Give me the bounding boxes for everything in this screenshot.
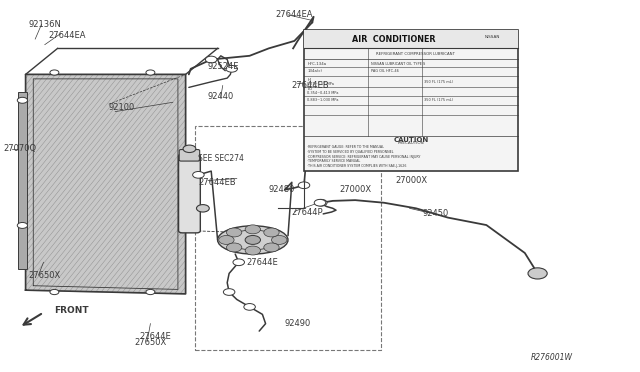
Circle shape — [308, 78, 319, 85]
Text: AIR  CONDITIONER: AIR CONDITIONER — [352, 35, 436, 44]
Circle shape — [244, 304, 255, 310]
Circle shape — [50, 70, 59, 75]
Circle shape — [226, 65, 237, 72]
Bar — [18, 92, 27, 269]
Text: 92100: 92100 — [109, 103, 135, 112]
Circle shape — [50, 289, 59, 295]
Circle shape — [233, 259, 244, 266]
Text: ·REFRIGERANT GAUGE: REFER TO THE MANUAL: ·REFRIGERANT GAUGE: REFER TO THE MANUAL — [307, 145, 384, 149]
Circle shape — [219, 235, 234, 244]
Circle shape — [264, 228, 279, 237]
Text: 92524E: 92524E — [208, 62, 239, 71]
Circle shape — [146, 289, 155, 295]
Text: 92490: 92490 — [285, 319, 311, 328]
Text: 27000X: 27000X — [339, 185, 371, 194]
Circle shape — [245, 225, 260, 234]
Text: 27650X: 27650X — [29, 271, 61, 280]
Text: 27644EB: 27644EB — [291, 81, 329, 90]
Circle shape — [528, 268, 547, 279]
Text: 350 FL (175 mL): 350 FL (175 mL) — [424, 99, 454, 102]
Circle shape — [193, 171, 204, 178]
Text: 27000X: 27000X — [395, 176, 428, 185]
Bar — [304, 30, 518, 171]
Text: 0.354~0.413 MPa: 0.354~0.413 MPa — [307, 91, 339, 95]
Text: SEE SEC274: SEE SEC274 — [198, 154, 244, 163]
Text: ·THIS AIR CONDITIONER SYSTEM COMPLIES WITH SAE-J-1626: ·THIS AIR CONDITIONER SYSTEM COMPLIES WI… — [307, 164, 406, 168]
Circle shape — [245, 235, 260, 244]
Text: 134a(c): 134a(c) — [307, 69, 322, 73]
Text: R276001W: R276001W — [531, 353, 573, 362]
Circle shape — [245, 246, 260, 255]
Text: 27070Q: 27070Q — [3, 144, 36, 153]
Text: 92440: 92440 — [208, 92, 234, 101]
Text: HFC-134a: HFC-134a — [307, 62, 326, 65]
Text: FRONT: FRONT — [54, 306, 89, 315]
Text: 27644EA: 27644EA — [48, 31, 86, 40]
Text: 92480: 92480 — [269, 185, 295, 194]
Text: REFRIGERANT COMPRESSOR LUBRICANT: REFRIGERANT COMPRESSOR LUBRICANT — [376, 52, 455, 56]
Text: 27644EA: 27644EA — [275, 10, 313, 19]
Text: HI: HI — [307, 78, 311, 82]
Text: NISSAN: NISSAN — [485, 35, 500, 39]
Text: 350 FL (175 mL): 350 FL (175 mL) — [424, 80, 454, 84]
Circle shape — [264, 243, 279, 252]
FancyBboxPatch shape — [179, 150, 200, 161]
Polygon shape — [26, 74, 186, 294]
Circle shape — [227, 243, 242, 252]
Text: 27644EB: 27644EB — [198, 178, 236, 187]
Text: CAUTION: CAUTION — [394, 137, 429, 142]
Text: PRECAUTION: PRECAUTION — [398, 141, 424, 145]
Ellipse shape — [218, 226, 288, 254]
Circle shape — [183, 145, 196, 153]
Circle shape — [17, 97, 28, 103]
Text: 0.883~1.030 MPa: 0.883~1.030 MPa — [307, 99, 339, 102]
Circle shape — [205, 56, 217, 63]
FancyBboxPatch shape — [179, 154, 200, 233]
Text: 0.75~1.57 MPa: 0.75~1.57 MPa — [307, 82, 334, 86]
Circle shape — [298, 182, 310, 189]
Text: 27644E: 27644E — [140, 332, 172, 341]
Text: LO: LO — [307, 87, 312, 91]
Circle shape — [196, 205, 209, 212]
Text: ·TEMPORARILY SERVICE MANUAL: ·TEMPORARILY SERVICE MANUAL — [307, 160, 360, 163]
Bar — [304, 30, 518, 48]
Text: PAG OIL HFC-46: PAG OIL HFC-46 — [371, 69, 399, 73]
Circle shape — [17, 222, 28, 228]
Circle shape — [316, 199, 327, 206]
Text: NISSAN LUBRICANT OIL TYPE S: NISSAN LUBRICANT OIL TYPE S — [371, 62, 425, 65]
Text: 27644E: 27644E — [246, 258, 278, 267]
Circle shape — [223, 289, 235, 295]
Circle shape — [314, 199, 326, 206]
Text: 27650X: 27650X — [134, 338, 166, 347]
Circle shape — [271, 235, 287, 244]
Text: 27644P: 27644P — [291, 208, 323, 217]
Text: 92450: 92450 — [422, 209, 449, 218]
Circle shape — [146, 70, 155, 75]
Text: ·SYSTEM TO BE SERVICED BY QUALIFIED PERSONNEL: ·SYSTEM TO BE SERVICED BY QUALIFIED PERS… — [307, 150, 394, 154]
Bar — [195, 126, 381, 350]
Text: ·COMPRESSOR SERVICE: REFRIGERANT MAY CAUSE PERSONAL INJURY: ·COMPRESSOR SERVICE: REFRIGERANT MAY CAU… — [307, 155, 420, 158]
Text: 92136N: 92136N — [29, 20, 61, 29]
Circle shape — [227, 228, 242, 237]
